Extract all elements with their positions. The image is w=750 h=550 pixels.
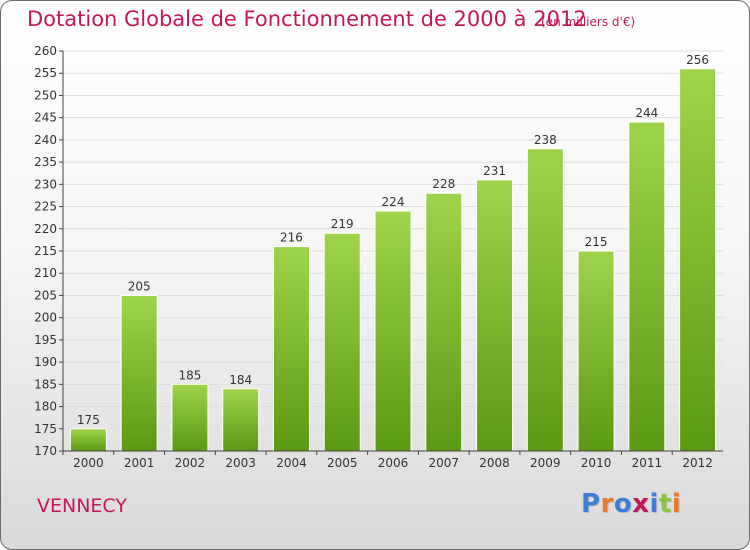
- x-tick-label: 2002: [175, 456, 206, 470]
- bar-value-label: 231: [483, 164, 506, 178]
- bar: [171, 383, 209, 452]
- bar: [425, 192, 463, 452]
- bar-value-label: 244: [635, 106, 658, 120]
- y-tick-label: 235: [34, 155, 57, 169]
- x-tick-label: 2003: [225, 456, 256, 470]
- bar: [476, 179, 514, 452]
- y-tick-label: 205: [34, 288, 57, 302]
- x-tick-label: 2009: [530, 456, 561, 470]
- bar: [222, 388, 260, 452]
- bar-value-label: 184: [229, 373, 252, 387]
- y-tick-label: 255: [34, 66, 57, 80]
- y-tick-label: 195: [34, 333, 57, 347]
- y-tick-label: 210: [34, 266, 57, 280]
- proxiti-logo[interactable]: Proxiti: [581, 489, 681, 519]
- y-tick-label: 185: [34, 377, 57, 391]
- x-tick-label: 2000: [73, 456, 104, 470]
- logo-letter: x: [632, 489, 650, 519]
- x-tick-label: 2010: [581, 456, 612, 470]
- y-tick-label: 245: [34, 111, 57, 125]
- bar-value-label: 185: [178, 368, 201, 382]
- logo-letter: o: [613, 489, 633, 519]
- bar: [69, 428, 107, 452]
- y-tick-label: 240: [34, 133, 57, 147]
- logo-letter: i: [649, 489, 659, 519]
- bars: 175 205 185 184 216 219 224 228 231 238 215 244 256: [69, 53, 717, 452]
- bar-value-label: 216: [280, 231, 303, 245]
- bar: [577, 250, 615, 452]
- y-tick-label: 215: [34, 244, 57, 258]
- bar-value-label: 256: [686, 53, 709, 67]
- y-tick-label: 170: [34, 444, 57, 458]
- logo-letter: P: [581, 489, 601, 519]
- axes: 170 175 180 185 190 195 200 205 210 215 220 225 230 2…: [34, 44, 723, 470]
- bar-value-label: 205: [128, 279, 151, 293]
- bar: [272, 246, 310, 452]
- x-tick-label: 2012: [682, 456, 713, 470]
- bar-value-label: 175: [77, 413, 100, 427]
- x-tick-label: 2004: [276, 456, 307, 470]
- y-tick-label: 230: [34, 177, 57, 191]
- y-tick-label: 175: [34, 422, 57, 436]
- bar-value-label: 215: [585, 235, 608, 249]
- chart-unit: (en milliers d'€): [541, 15, 636, 29]
- bar-value-label: 238: [534, 133, 557, 147]
- x-tick-label: 2005: [327, 456, 358, 470]
- x-tick-label: 2008: [479, 456, 510, 470]
- logo-letter: r: [600, 489, 614, 519]
- y-tick-label: 220: [34, 222, 57, 236]
- logo-letter: i: [671, 489, 682, 519]
- y-tick-label: 250: [34, 88, 57, 102]
- bar: [679, 68, 717, 452]
- bar-value-label: 219: [331, 217, 354, 231]
- x-tick-label: 2006: [378, 456, 409, 470]
- bar-value-label: 224: [382, 195, 405, 209]
- bar: [526, 148, 564, 452]
- logo-letter: t: [658, 489, 672, 519]
- town-name: VENNECY: [37, 495, 127, 517]
- x-tick-label: 2001: [124, 456, 155, 470]
- y-tick-label: 200: [34, 311, 57, 325]
- chart-title: Dotation Globale de Fonctionnement de 20…: [27, 7, 587, 31]
- y-tick-label: 260: [34, 44, 57, 58]
- bar: [323, 232, 361, 452]
- y-tick-label: 190: [34, 355, 57, 369]
- x-tick-label: 2011: [632, 456, 663, 470]
- bar: [628, 121, 666, 452]
- y-tick-label: 225: [34, 200, 57, 214]
- bar: [374, 210, 412, 452]
- bar: [120, 294, 158, 452]
- x-tick-label: 2007: [428, 456, 459, 470]
- y-tick-label: 180: [34, 400, 57, 414]
- bar-value-label: 228: [432, 177, 455, 191]
